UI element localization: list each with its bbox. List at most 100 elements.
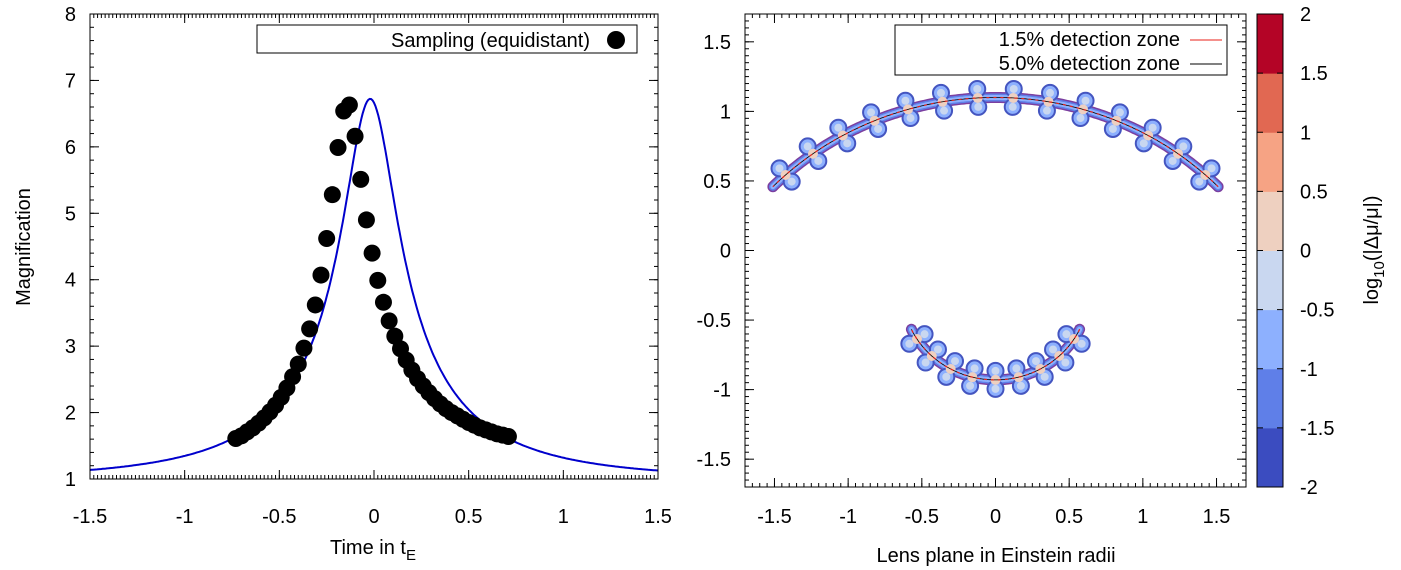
legend-box bbox=[894, 24, 1228, 76]
colorbar-tick-label: -2 bbox=[1300, 477, 1318, 499]
y-tick-label: 1 bbox=[720, 101, 731, 123]
sample-point bbox=[306, 296, 324, 314]
sample-point bbox=[357, 211, 375, 229]
sample-point bbox=[346, 127, 364, 145]
sample-point bbox=[289, 355, 307, 373]
lower-caustic-lobe-core bbox=[966, 381, 975, 390]
upper-caustic-lobe-core bbox=[974, 102, 983, 111]
colorbar-band bbox=[1257, 368, 1283, 429]
colorbar-band bbox=[1257, 427, 1283, 488]
upper-caustic-lobe-core bbox=[1108, 124, 1117, 133]
colorbar-band bbox=[1257, 14, 1283, 74]
y-tick-label: 3 bbox=[65, 336, 76, 358]
upper-caustic-lobe-core bbox=[1168, 156, 1177, 165]
lower-caustic-lobe-core bbox=[991, 384, 1000, 393]
lower-caustic-lobe-core bbox=[920, 330, 929, 339]
upper-caustic-lobe-core bbox=[1207, 164, 1216, 173]
x-tick-label: -1.5 bbox=[73, 506, 107, 528]
x-axis-title: Time in tE bbox=[330, 537, 416, 564]
upper-caustic-lobe-core bbox=[1076, 114, 1085, 123]
lower-caustic-lobe-core bbox=[1062, 330, 1071, 339]
colorbar-tick-label: 0 bbox=[1300, 241, 1311, 263]
y-tick-label: 1 bbox=[65, 469, 76, 491]
x-tick-label: -0.5 bbox=[262, 506, 296, 528]
colorbar-band bbox=[1257, 132, 1283, 192]
lower-caustic-lobe-core bbox=[1016, 381, 1025, 390]
x-tick-label: 1 bbox=[1137, 506, 1148, 528]
upper-caustic-lobe-core bbox=[1008, 102, 1017, 111]
colorbar-band bbox=[1257, 73, 1283, 133]
lower-caustic-lobe-core bbox=[933, 345, 942, 354]
lower-caustic-lobe-core bbox=[1061, 358, 1070, 367]
colorbar-band bbox=[1257, 309, 1283, 370]
colorbar-tick-label: 2 bbox=[1300, 4, 1311, 26]
sample-point bbox=[369, 271, 387, 289]
lower-caustic-lobe-core bbox=[970, 364, 979, 373]
lower-caustic-lobe-core bbox=[921, 358, 930, 367]
sample-point bbox=[312, 266, 330, 284]
upper-caustic-lobe-core bbox=[834, 123, 843, 132]
colorbar-band bbox=[1257, 191, 1283, 251]
x-tick-label: -0.5 bbox=[905, 506, 939, 528]
upper-caustic-lobe-core bbox=[1195, 177, 1204, 186]
sample-point bbox=[374, 293, 392, 311]
x-tick-label: 0 bbox=[990, 506, 1001, 528]
upper-caustic-lobe-core bbox=[940, 106, 949, 115]
upper-caustic-lobe-core bbox=[867, 108, 876, 117]
sample-point bbox=[318, 230, 336, 248]
y-tick-label: 5 bbox=[65, 203, 76, 225]
colorbar-band bbox=[1257, 250, 1283, 311]
lower-caustic-lobe-core bbox=[991, 366, 1000, 375]
plot-frame bbox=[89, 13, 659, 480]
upper-caustic-lobe-core bbox=[973, 84, 982, 93]
colorbar-tick-label: 1 bbox=[1300, 122, 1311, 144]
upper-caustic-lobe-core bbox=[787, 177, 796, 186]
upper-caustic-lobe-core bbox=[803, 142, 812, 151]
legend-marker bbox=[607, 31, 625, 49]
x-tick-label: -1 bbox=[839, 506, 857, 528]
upper-caustic-lobe-core bbox=[936, 88, 945, 97]
sample-point bbox=[363, 244, 381, 262]
sample-point bbox=[352, 170, 370, 188]
upper-caustic-zone-1p5 bbox=[772, 96, 1219, 188]
colorbar-title-sub: 10 bbox=[1371, 261, 1388, 278]
upper-caustic-lobe-core bbox=[901, 96, 910, 105]
colorbar-tick-label: -0.5 bbox=[1300, 300, 1334, 322]
colorbar-tick-label: 1.5 bbox=[1300, 63, 1328, 85]
upper-caustic-lobe-core bbox=[1179, 142, 1188, 151]
upper-caustic-lobe-core bbox=[843, 139, 852, 148]
upper-caustic-lobe-core bbox=[874, 124, 883, 133]
colorbar-tick-label: -1 bbox=[1300, 359, 1318, 381]
sample-point bbox=[329, 139, 347, 157]
x-tick-label: -1.5 bbox=[757, 506, 791, 528]
x-tick-label: 0.5 bbox=[455, 506, 483, 528]
legend-box bbox=[256, 24, 638, 54]
upper-caustic-lobe-core bbox=[775, 164, 784, 173]
magnification-panel: -1.5 -1 -0.5 0 0.5 1 1.5 1 2 3 4 5 6 7 8 Sampling (equi… bbox=[13, 4, 672, 564]
lower-caustic-lobe-core bbox=[1040, 372, 1049, 381]
y-tick-label: 0.5 bbox=[703, 171, 731, 193]
sample-point bbox=[340, 96, 358, 114]
lower-caustic-zone-5 bbox=[911, 329, 1080, 381]
y-tick-label: 8 bbox=[65, 4, 76, 26]
x-tick-label: 1.5 bbox=[644, 506, 672, 528]
lower-caustic-lobe-core bbox=[942, 372, 951, 381]
upper-caustic-lobe-core bbox=[1009, 84, 1018, 93]
x-axis-title: Lens plane in Einstein radii bbox=[876, 545, 1115, 567]
upper-caustic-lobe-core bbox=[1081, 96, 1090, 105]
legend-label: Sampling (equidistant) bbox=[391, 30, 590, 52]
lower-caustic-lobe-core bbox=[905, 339, 914, 348]
sample-point bbox=[499, 427, 517, 445]
upper-caustic-lobe-core bbox=[1139, 139, 1148, 148]
y-tick-label: 7 bbox=[65, 70, 76, 92]
x-tick-label: 1 bbox=[558, 506, 569, 528]
upper-caustic-lobe-core bbox=[814, 156, 823, 165]
x-axis-title-main: Time in t bbox=[330, 537, 406, 559]
lower-caustic-lobe-core bbox=[1012, 364, 1021, 373]
lower-caustic-lobe-core bbox=[1077, 339, 1086, 348]
colorbar-title-rest: (|Δμ/μ|) bbox=[1361, 195, 1383, 261]
x-axis-title-sub: E bbox=[406, 547, 416, 564]
sample-point bbox=[301, 320, 319, 338]
